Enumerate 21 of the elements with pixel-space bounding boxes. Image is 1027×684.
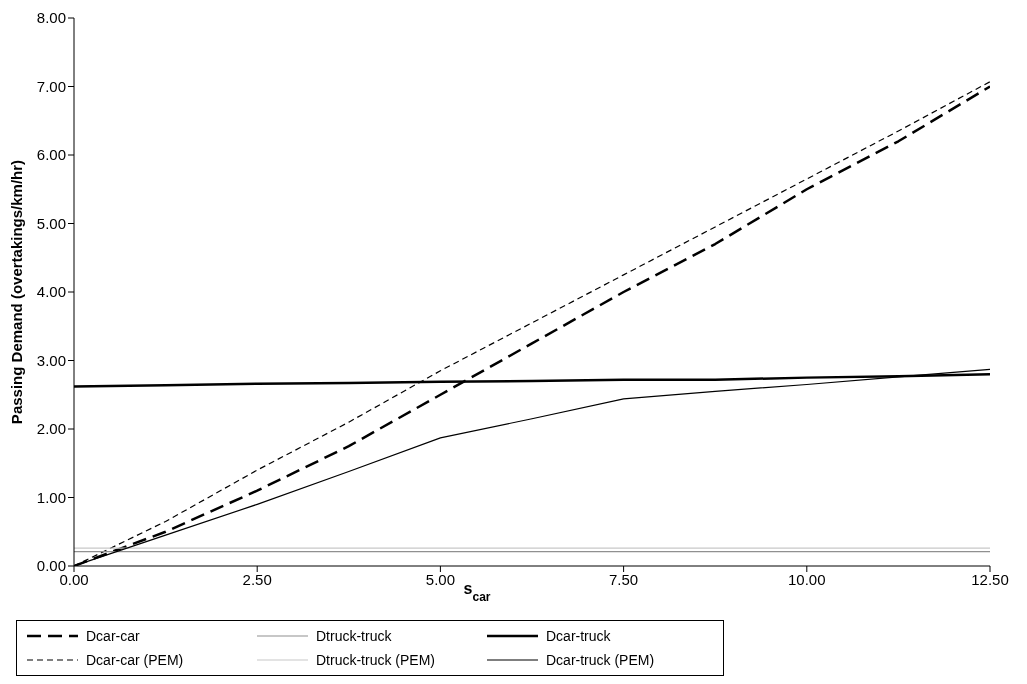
x-tick-label: 12.50	[971, 570, 1009, 588]
legend-label: Dtruck-truck	[316, 628, 392, 644]
legend-label: Dtruck-truck (PEM)	[316, 652, 435, 668]
x-tick-label: 5.00	[425, 570, 455, 588]
legend-label: Dcar-truck (PEM)	[546, 652, 655, 668]
legend-label: Dcar-car	[86, 628, 140, 644]
x-tick-label: 10.00	[788, 570, 826, 588]
y-tick-label: 2.00	[36, 420, 66, 438]
y-axis-title: Passing Demand (overtakings/km/hr)	[8, 159, 25, 425]
y-tick-label: 6.00	[36, 146, 66, 164]
y-tick-label: 1.00	[36, 488, 66, 506]
y-tick-label: 4.00	[36, 283, 66, 301]
legend-label: Dcar-car (PEM)	[86, 652, 184, 668]
y-tick-label: 5.00	[36, 214, 66, 232]
y-tick-label: 3.00	[36, 351, 66, 369]
x-tick-label: 2.50	[242, 570, 272, 588]
legend-label: Dcar-truck	[546, 628, 611, 644]
x-tick-label: 7.50	[609, 570, 639, 588]
y-tick-label: 7.00	[36, 77, 66, 95]
y-tick-label: 8.00	[36, 9, 66, 27]
x-axis-title: s$_{car}$	[463, 580, 491, 604]
